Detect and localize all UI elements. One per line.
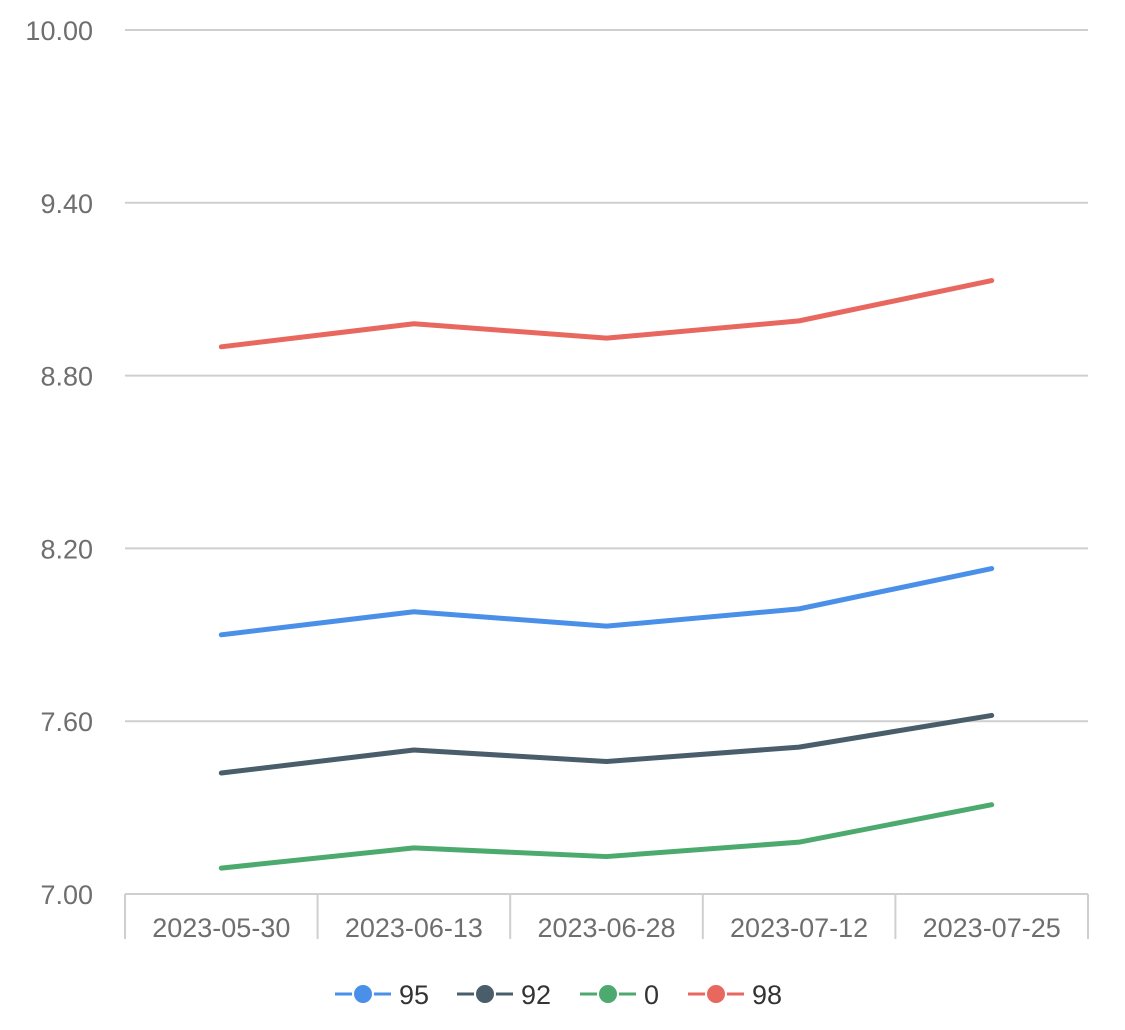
x-axis: 2023-05-30 2023-06-13 2023-06-28 2023-07-12… — [124, 893, 1089, 943]
legend-item-92[interactable]: 92 — [457, 980, 551, 1010]
y-tick-label: 8.80 — [40, 362, 93, 392]
legend-label: 95 — [399, 980, 429, 1010]
series-line-95 — [218, 566, 995, 638]
series-lines — [218, 278, 995, 871]
y-tick-label: 10.00 — [25, 16, 93, 46]
x-tick-label: 2023-07-12 — [730, 913, 868, 943]
legend-marker-icon — [705, 983, 727, 1005]
legend-label: 0 — [644, 980, 659, 1010]
grid-lines — [125, 29, 1088, 895]
legend-marker-icon — [597, 983, 619, 1005]
legend-item-0[interactable]: 0 — [580, 980, 659, 1010]
x-tick-label: 2023-05-30 — [152, 913, 290, 943]
y-tick-label: 8.20 — [40, 534, 93, 564]
legend: 95 92 0 98 — [335, 980, 782, 1010]
legend-item-98[interactable]: 98 — [688, 980, 782, 1010]
legend-label: 98 — [752, 980, 782, 1010]
y-axis: 7.00 7.60 8.20 8.80 9.40 10.00 — [25, 16, 93, 910]
legend-marker-icon — [352, 983, 374, 1005]
y-tick-label: 9.40 — [40, 189, 93, 219]
legend-label: 92 — [521, 980, 551, 1010]
x-tick-label: 2023-06-13 — [345, 913, 483, 943]
series-line-92 — [218, 712, 995, 776]
y-tick-label: 7.00 — [40, 880, 93, 910]
x-tick-label: 2023-07-25 — [923, 913, 1061, 943]
series-line-0 — [218, 802, 995, 871]
y-tick-label: 7.60 — [40, 707, 93, 737]
series-line-98 — [218, 278, 995, 350]
legend-item-95[interactable]: 95 — [335, 980, 429, 1010]
x-tick-label: 2023-06-28 — [537, 913, 675, 943]
legend-marker-icon — [474, 983, 496, 1005]
